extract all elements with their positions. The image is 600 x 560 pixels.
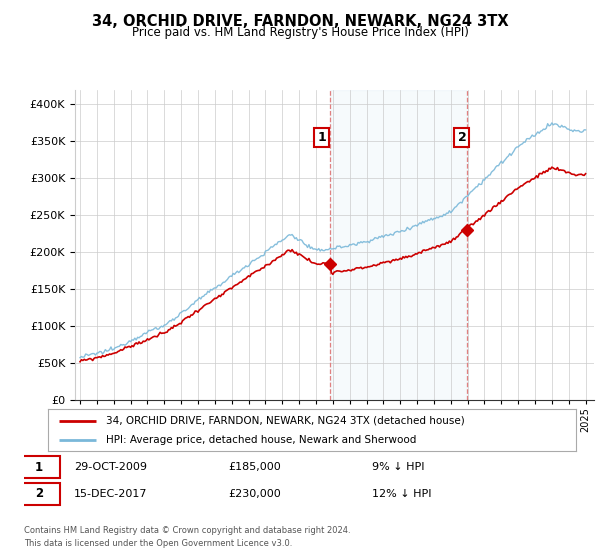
Text: Contains HM Land Registry data © Crown copyright and database right 2024.: Contains HM Land Registry data © Crown c… [24, 526, 350, 535]
Bar [330, 90, 467, 400]
Text: 1: 1 [317, 131, 326, 144]
Text: 12% ↓ HPI: 12% ↓ HPI [372, 489, 431, 499]
Text: 9% ↓ HPI: 9% ↓ HPI [372, 462, 424, 472]
Text: 1: 1 [35, 460, 43, 474]
Text: 34, ORCHID DRIVE, FARNDON, NEWARK, NG24 3TX (detached house): 34, ORCHID DRIVE, FARNDON, NEWARK, NG24 … [106, 416, 465, 426]
Text: 29-OCT-2009: 29-OCT-2009 [74, 462, 146, 472]
Text: Price paid vs. HM Land Registry's House Price Index (HPI): Price paid vs. HM Land Registry's House … [131, 26, 469, 39]
Text: 15-DEC-2017: 15-DEC-2017 [74, 489, 147, 499]
Text: 2: 2 [35, 487, 43, 501]
Text: £230,000: £230,000 [228, 489, 281, 499]
Text: HPI: Average price, detached house, Newark and Sherwood: HPI: Average price, detached house, Newa… [106, 435, 416, 445]
Text: £185,000: £185,000 [228, 462, 281, 472]
FancyBboxPatch shape [19, 483, 60, 505]
Text: 34, ORCHID DRIVE, FARNDON, NEWARK, NG24 3TX: 34, ORCHID DRIVE, FARNDON, NEWARK, NG24 … [92, 14, 508, 29]
Text: This data is licensed under the Open Government Licence v3.0.: This data is licensed under the Open Gov… [24, 539, 292, 548]
FancyBboxPatch shape [19, 456, 60, 478]
Text: 2: 2 [458, 131, 466, 144]
